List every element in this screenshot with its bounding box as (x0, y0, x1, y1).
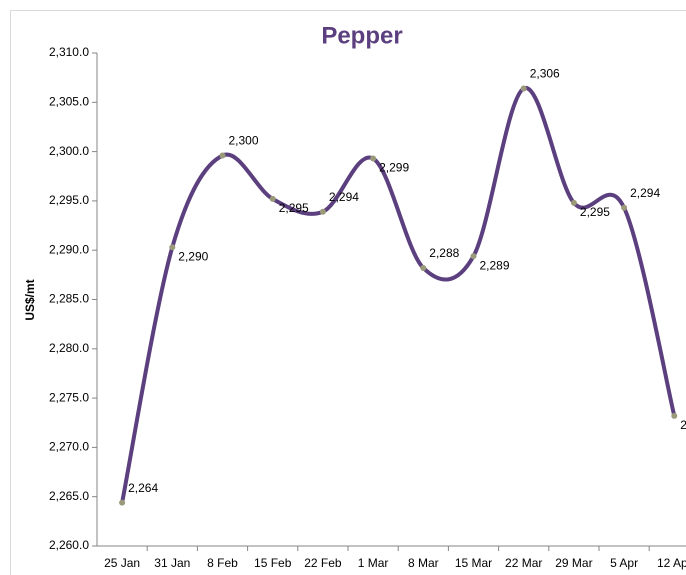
marker (169, 244, 176, 251)
marker (119, 499, 126, 506)
marker (370, 155, 377, 162)
marker (420, 264, 427, 271)
data-label: 2,299 (379, 161, 409, 175)
marker (671, 412, 678, 419)
x-tick-label: 1 Mar (358, 556, 389, 570)
y-tick-label: 2,295.0 (49, 193, 89, 207)
marker (470, 253, 477, 260)
marker (319, 208, 326, 215)
x-tick-label: 22 Feb (304, 556, 342, 570)
y-tick-label: 2,275.0 (49, 390, 89, 404)
data-label: 2,300 (229, 134, 259, 148)
marker (520, 85, 527, 92)
data-label: 2,273 (680, 418, 686, 432)
data-label: 2,289 (480, 258, 510, 272)
data-label: 2,264 (128, 481, 158, 495)
x-tick-label: 8 Feb (207, 556, 238, 570)
y-tick-label: 2,285.0 (49, 292, 89, 306)
chart-title: Pepper (321, 22, 402, 49)
x-tick-label: 25 Jan (104, 556, 140, 570)
y-tick-label: 2,265.0 (49, 489, 89, 503)
x-tick-label: 15 Feb (254, 556, 292, 570)
data-label: 2,288 (429, 246, 459, 260)
data-label: 2,294 (329, 190, 359, 204)
data-label: 2,290 (178, 249, 208, 263)
y-axis-title: US$/mt (23, 279, 37, 320)
y-tick-label: 2,310.0 (49, 45, 89, 59)
x-tick-label: 29 Mar (555, 556, 592, 570)
x-tick-label: 5 Apr (610, 556, 638, 570)
y-tick-label: 2,280.0 (49, 341, 89, 355)
y-tick-label: 2,260.0 (49, 538, 89, 552)
marker (621, 204, 628, 211)
y-tick-label: 2,270.0 (49, 440, 89, 454)
data-label: 2,294 (630, 186, 660, 200)
line (120, 86, 677, 504)
marker (570, 199, 577, 206)
y-tick-label: 2,305.0 (49, 94, 89, 108)
y-tick-label: 2,300.0 (49, 144, 89, 158)
marker (219, 152, 226, 159)
x-tick-label: 31 Jan (154, 556, 190, 570)
x-tick-label: 8 Mar (408, 556, 439, 570)
x-tick-label: 12 Apr (657, 556, 686, 570)
x-tick-label: 15 Mar (455, 556, 492, 570)
marker (269, 195, 276, 202)
x-tick-label: 22 Mar (505, 556, 542, 570)
chart-border (10, 10, 686, 575)
data-label: 2,295 (580, 205, 610, 219)
y-tick-label: 2,290.0 (49, 242, 89, 256)
data-label: 2,306 (530, 67, 560, 81)
data-label: 2,295 (279, 201, 309, 215)
